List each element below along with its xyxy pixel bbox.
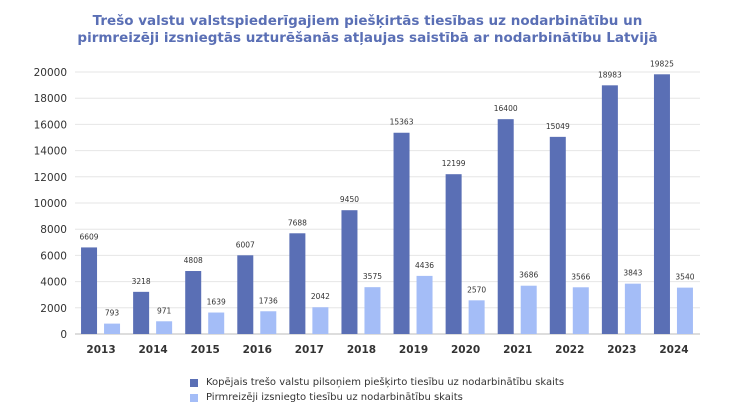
data-label: 3843 <box>623 269 642 278</box>
bar <box>156 321 173 334</box>
bar <box>393 132 410 334</box>
bar <box>520 285 537 334</box>
x-tick-label: 2024 <box>659 344 688 356</box>
data-label: 7688 <box>288 218 307 227</box>
data-label: 3575 <box>363 272 382 281</box>
bar <box>289 233 306 334</box>
x-tick-label: 2021 <box>503 344 532 356</box>
x-tick-label: 2015 <box>191 344 220 356</box>
bar <box>364 287 381 334</box>
bar <box>549 136 566 334</box>
y-tick-label: 16000 <box>34 119 67 131</box>
data-label: 2570 <box>467 285 486 294</box>
x-tick-label: 2018 <box>347 344 376 356</box>
data-label: 3566 <box>571 272 590 281</box>
bar <box>208 312 225 334</box>
y-tick-label: 14000 <box>34 146 67 158</box>
bar <box>572 287 589 334</box>
y-tick-label: 10000 <box>34 198 67 210</box>
bar <box>497 119 514 334</box>
legend-label: Kopējais trešo valstu pilsoņiem piešķirt… <box>206 377 565 388</box>
data-label: 1736 <box>259 296 278 305</box>
x-tick-label: 2013 <box>86 344 115 356</box>
bar <box>653 74 670 334</box>
x-tick-label: 2019 <box>399 344 428 356</box>
bar <box>104 323 121 334</box>
data-label: 3686 <box>519 271 538 280</box>
y-tick-label: 2000 <box>40 303 67 315</box>
data-label: 19825 <box>650 59 674 68</box>
legend-item-first: Pirmreizēji izsniegto tiesību uz nodarbi… <box>190 392 463 403</box>
legend-swatch <box>190 393 198 402</box>
data-label: 15363 <box>390 118 414 127</box>
y-tick-label: 8000 <box>40 224 67 236</box>
data-label: 16400 <box>494 104 518 113</box>
y-tick-label: 6000 <box>40 250 67 262</box>
data-label: 1639 <box>207 298 226 307</box>
x-tick-label: 2020 <box>451 344 480 356</box>
data-label: 971 <box>157 306 172 315</box>
x-tick-label: 2023 <box>607 344 636 356</box>
y-tick-label: 0 <box>60 329 67 341</box>
bar <box>133 291 150 334</box>
bar <box>260 311 277 334</box>
data-label: 9450 <box>340 195 359 204</box>
title-line-1: Trešo valstu valstspiederīgajiem piešķir… <box>92 13 643 29</box>
data-label: 2042 <box>311 292 330 301</box>
x-tick-label: 2022 <box>555 344 584 356</box>
bar <box>81 247 98 334</box>
bar <box>676 287 693 334</box>
bar <box>237 255 254 334</box>
y-tick-label: 12000 <box>34 172 67 184</box>
data-label: 3218 <box>132 277 151 286</box>
data-label: 4808 <box>184 256 203 265</box>
title-line-2: pirmreizēji izsniegtās uzturēšanās atļau… <box>77 30 658 46</box>
bar <box>185 271 202 334</box>
data-label: 6609 <box>79 232 98 241</box>
legend-item-total: Kopējais trešo valstu pilsoņiem piešķirt… <box>190 377 564 388</box>
data-label: 3540 <box>675 273 694 282</box>
chart-title: Trešo valstu valstspiederīgajiem piešķir… <box>0 13 735 47</box>
bar <box>341 210 358 334</box>
legend-label: Pirmreizēji izsniegto tiesību uz nodarbi… <box>206 392 463 403</box>
x-tick-label: 2014 <box>139 344 168 356</box>
x-tick-label: 2016 <box>243 344 272 356</box>
bar <box>468 300 485 334</box>
bar <box>416 275 433 334</box>
bar <box>312 307 329 334</box>
data-label: 6007 <box>236 240 255 249</box>
y-tick-label: 4000 <box>40 277 67 289</box>
bar <box>601 85 618 335</box>
data-label: 12199 <box>442 159 466 168</box>
data-label: 18983 <box>598 70 622 79</box>
data-label: 4436 <box>415 261 434 270</box>
y-tick-label: 20000 <box>34 67 67 79</box>
x-tick-label: 2017 <box>295 344 324 356</box>
data-label: 15049 <box>546 122 570 131</box>
y-tick-label: 18000 <box>34 93 67 105</box>
data-label: 793 <box>105 309 120 318</box>
bar <box>445 174 462 334</box>
legend-swatch <box>190 378 198 387</box>
bar <box>624 283 641 334</box>
